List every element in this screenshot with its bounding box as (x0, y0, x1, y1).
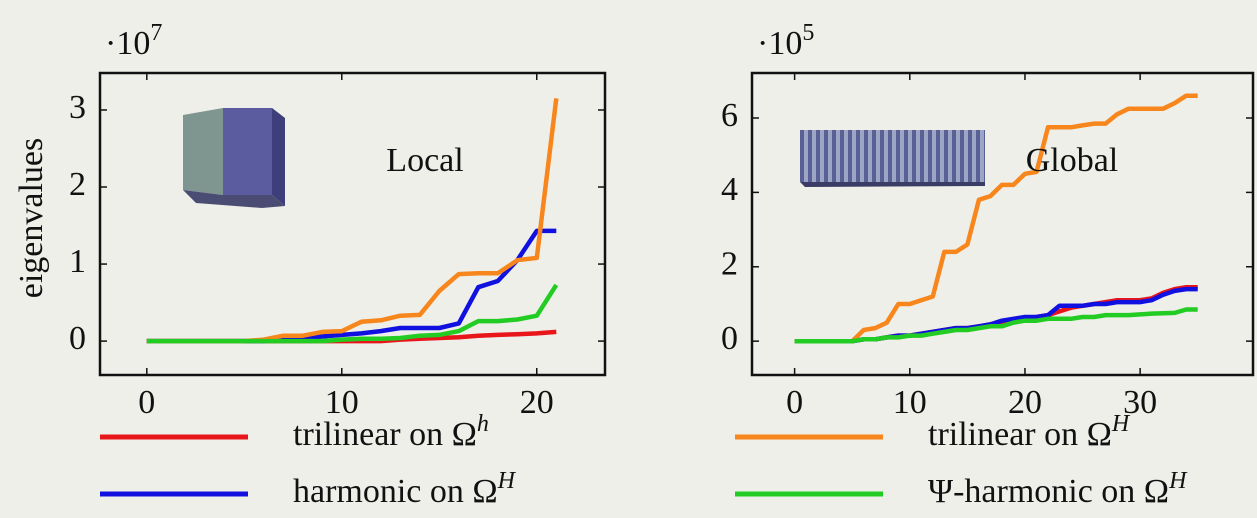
y-tick-label: 4 (721, 171, 738, 208)
legend-name: Ψ-harmonic on Ω (928, 473, 1169, 510)
legend-name: trilinear on Ω (928, 416, 1112, 453)
legend-label: trilinear on ΩH (928, 411, 1131, 453)
legend-label: harmonic on ΩH (293, 468, 517, 510)
legend-label: trilinear on Ωh (293, 411, 489, 453)
y-tick-label: 3 (69, 89, 86, 126)
axis-multiplier: ·105 (757, 20, 814, 62)
x-tick-label: 0 (138, 384, 155, 421)
multiplier-exponent: 7 (150, 20, 162, 46)
x-tick-label: 10 (893, 384, 927, 421)
x-tick-label: 0 (786, 384, 803, 421)
y-tick-label: 0 (69, 320, 86, 357)
legend-superscript: H (497, 468, 517, 494)
multiplier-base: ·10 (757, 25, 802, 62)
y-tick-label: 1 (69, 243, 86, 280)
figure: 010200123·107Localeigenvalues01020300246… (0, 0, 1257, 518)
y-tick-label: 0 (721, 320, 738, 357)
legend-superscript: H (1168, 468, 1188, 494)
legend-superscript: h (477, 411, 489, 437)
x-tick-label: 20 (520, 384, 554, 421)
annotation: Global (1026, 142, 1119, 179)
bar-global (800, 130, 985, 187)
y-axis-label: eigenvalues (13, 138, 50, 299)
y-tick-label: 6 (721, 97, 738, 134)
legend-label: Ψ-harmonic on ΩH (928, 468, 1188, 510)
axis-multiplier: ·107 (105, 20, 162, 62)
annotation: Local (386, 142, 463, 179)
multiplier-base: ·10 (105, 25, 150, 62)
cube-local (183, 108, 285, 208)
multiplier-exponent: 5 (802, 20, 814, 46)
legend-name: harmonic on Ω (293, 473, 498, 510)
legend-name: trilinear on Ω (293, 416, 477, 453)
y-tick-label: 2 (69, 166, 86, 203)
axes-frame (752, 73, 1253, 375)
axes-frame (100, 73, 605, 375)
legend-superscript: H (1111, 411, 1131, 437)
y-tick-label: 2 (721, 246, 738, 283)
